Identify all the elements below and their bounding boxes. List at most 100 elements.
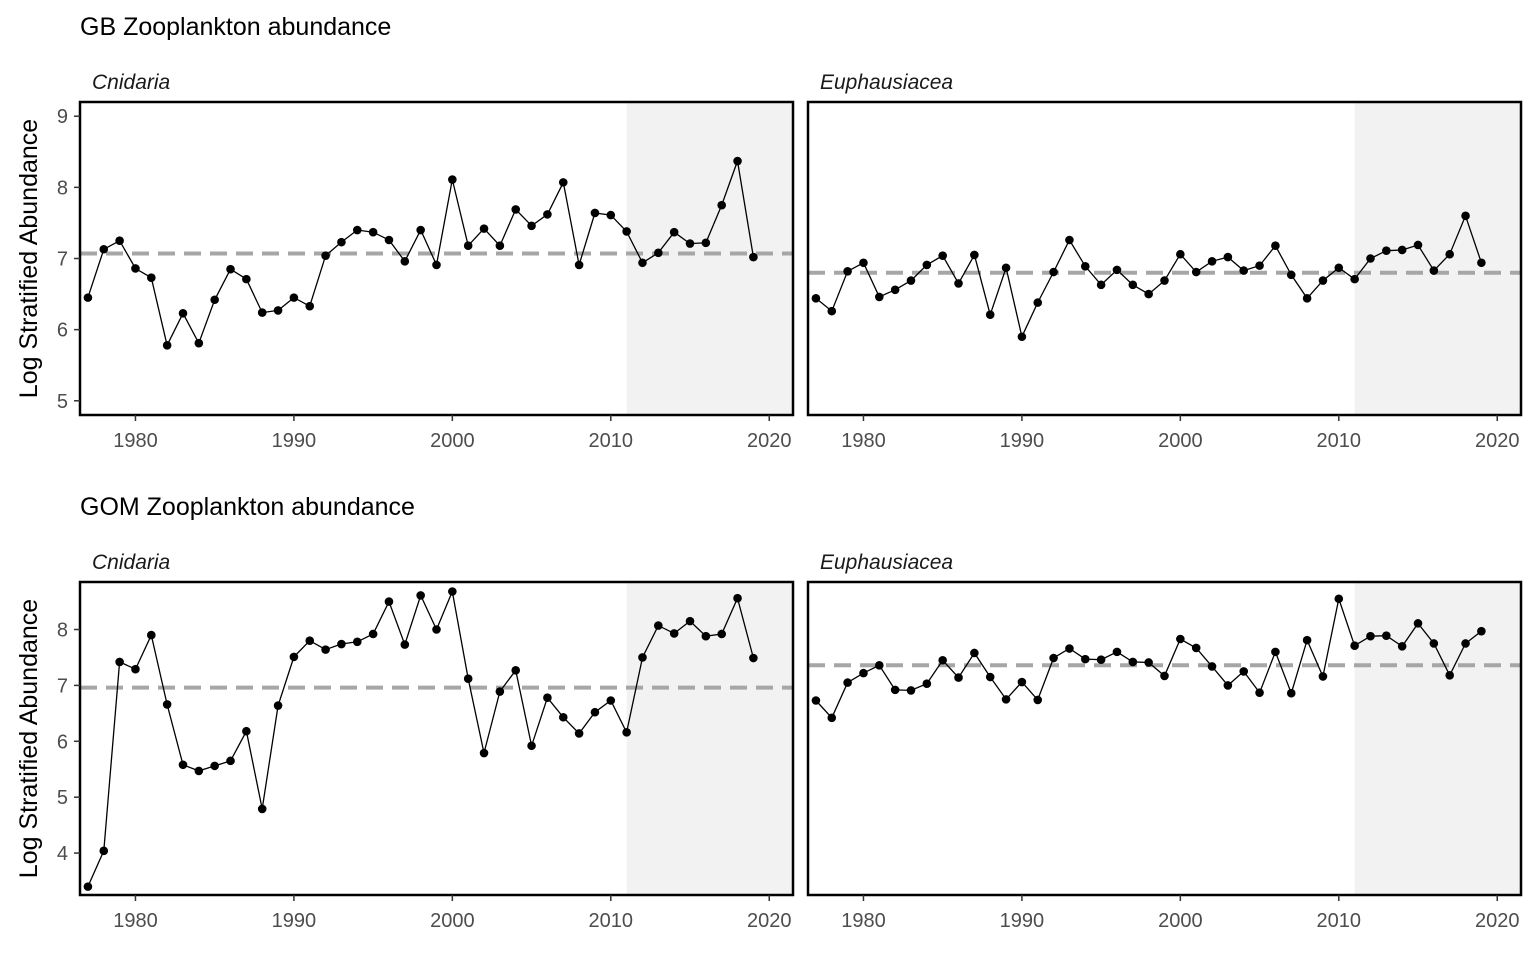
data-point (511, 205, 521, 214)
data-point (99, 244, 109, 254)
data-point (985, 672, 995, 682)
data-point (1223, 252, 1233, 262)
data-point (527, 741, 536, 751)
x-tick-label: 2000 (1158, 910, 1203, 932)
data-point (242, 726, 251, 736)
data-point (654, 621, 663, 630)
x-tick-label: 1990 (1000, 430, 1045, 452)
data-point (416, 225, 425, 235)
data-point (1144, 289, 1153, 299)
data-point (305, 301, 315, 311)
data-point (463, 241, 473, 250)
x-tick-label: 1990 (272, 910, 317, 932)
data-point (606, 210, 616, 220)
data-point (226, 756, 235, 766)
data-point (1302, 635, 1312, 645)
data-point (749, 252, 758, 262)
data-point (717, 629, 726, 639)
x-tick-label: 1980 (841, 910, 886, 932)
data-point (1477, 258, 1486, 268)
data-point (1065, 644, 1074, 653)
data-point (1080, 262, 1090, 271)
data-point (305, 636, 315, 645)
data-point (1255, 688, 1264, 697)
data-point (1017, 677, 1027, 687)
y-axis-title: Log Stratified Abundance (15, 599, 43, 878)
x-tick-label: 2000 (430, 910, 475, 932)
data-point (115, 236, 124, 246)
data-point (1350, 641, 1359, 651)
data-point (131, 664, 140, 674)
data-point (1318, 672, 1328, 681)
data-point (1049, 267, 1058, 277)
data-point (1033, 695, 1043, 705)
data-point (1255, 261, 1264, 270)
data-point (1429, 266, 1439, 275)
data-point (273, 306, 283, 315)
data-point (590, 208, 600, 218)
shaded-region (626, 102, 793, 415)
data-point (368, 629, 378, 639)
data-point (432, 625, 441, 634)
data-point (1382, 246, 1391, 255)
data-point (1397, 245, 1407, 255)
data-point (590, 707, 600, 717)
data-point (83, 882, 93, 891)
data-point (1461, 639, 1470, 648)
data-point (194, 766, 204, 776)
data-point (1112, 647, 1122, 657)
data-point (859, 668, 868, 678)
data-point (162, 700, 172, 709)
data-point (685, 616, 695, 626)
y-tick-label: 5 (57, 787, 68, 809)
data-point (368, 227, 378, 237)
data-point (938, 251, 947, 260)
data-point (1223, 681, 1233, 690)
data-point (210, 295, 219, 305)
y-tick-label: 5 (57, 391, 68, 413)
data-point (178, 760, 188, 770)
data-point (289, 652, 299, 662)
data-point (479, 748, 489, 758)
data-point (749, 653, 758, 663)
data-point (289, 293, 299, 302)
data-point (352, 225, 362, 235)
data-point (733, 593, 742, 603)
data-point (1302, 294, 1312, 303)
data-point (606, 696, 616, 705)
row-title: GOM Zooplankton abundance (80, 493, 415, 521)
x-tick-label: 2020 (1475, 430, 1520, 452)
x-tick-label: 2020 (747, 910, 792, 932)
x-tick-label: 1980 (113, 430, 158, 452)
panel-border (78, 580, 795, 897)
data-point (843, 267, 852, 276)
data-point (638, 653, 647, 662)
data-point (1366, 254, 1375, 263)
data-point (1144, 658, 1153, 667)
panel-title: Cnidaria (92, 71, 170, 94)
data-point (384, 597, 394, 606)
x-tick-label: 1990 (1000, 910, 1045, 932)
data-point (273, 701, 283, 710)
data-point (685, 239, 695, 248)
data-point (1065, 235, 1074, 245)
data-point (1477, 626, 1486, 636)
data-point (827, 713, 837, 723)
data-point (890, 685, 900, 695)
data-point (970, 250, 979, 260)
data-point (321, 645, 330, 654)
data-point (954, 673, 963, 682)
data-point (352, 637, 362, 647)
data-point (1191, 643, 1201, 653)
data-point (337, 639, 346, 649)
panel-title: Euphausiacea (820, 71, 953, 94)
data-point (906, 686, 916, 695)
y-axis-title: Log Stratified Abundance (15, 119, 43, 398)
x-tick-label: 2020 (747, 430, 792, 452)
data-point (811, 696, 821, 705)
data-point (733, 156, 742, 166)
data-point (1350, 274, 1359, 284)
data-point (875, 292, 884, 302)
y-tick-label: 7 (57, 249, 68, 271)
data-point (1239, 266, 1249, 275)
